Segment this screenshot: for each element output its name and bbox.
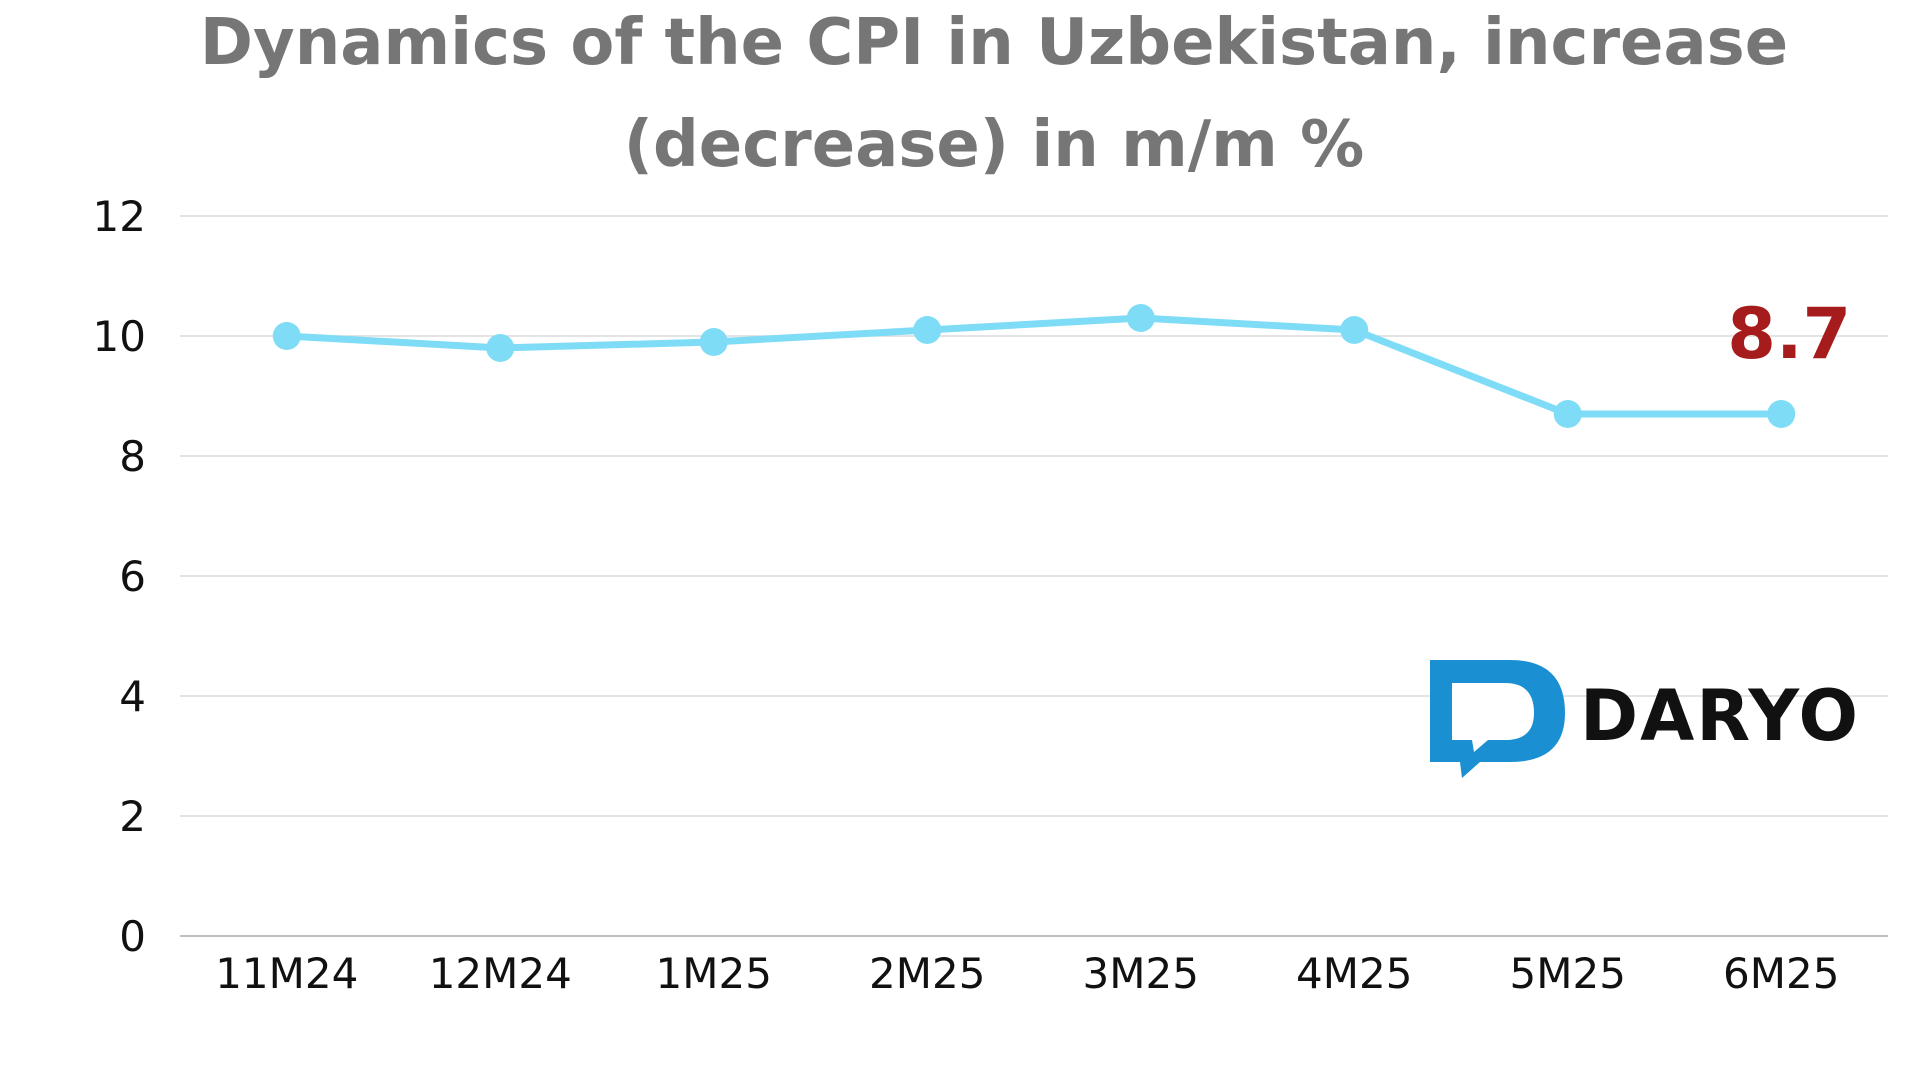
daryo-speech-bubble-icon bbox=[1430, 660, 1565, 778]
y-tick-label: 0 bbox=[119, 912, 146, 961]
x-tick-label: 11M24 bbox=[215, 949, 358, 998]
x-tick-label: 12M24 bbox=[429, 949, 572, 998]
y-tick-label: 12 bbox=[93, 192, 146, 241]
x-tick-label: 5M25 bbox=[1510, 949, 1626, 998]
daryo-logo-text: DARYO bbox=[1580, 675, 1860, 757]
chart-title-line-2: (decrease) in m/m % bbox=[624, 108, 1365, 182]
data-point bbox=[1553, 400, 1582, 428]
data-point bbox=[913, 316, 942, 344]
data-point bbox=[1767, 400, 1796, 428]
x-tick-label: 2M25 bbox=[869, 949, 985, 998]
y-tick-label: 2 bbox=[119, 792, 146, 841]
data-point bbox=[486, 334, 515, 362]
data-point bbox=[699, 328, 728, 356]
x-tick-label: 1M25 bbox=[656, 949, 772, 998]
data-point bbox=[1126, 304, 1155, 332]
data-point bbox=[272, 322, 301, 350]
data-label: 8.7 bbox=[1727, 293, 1851, 375]
x-tick-label: 3M25 bbox=[1083, 949, 1199, 998]
y-axis-tick-labels: 0 2 4 6 8 10 12 bbox=[93, 192, 146, 961]
y-tick-label: 6 bbox=[119, 552, 146, 601]
gridlines bbox=[180, 215, 1888, 937]
x-tick-label: 6M25 bbox=[1723, 949, 1839, 998]
annotations: 8.7 bbox=[1727, 293, 1851, 375]
daryo-logo: DARYO bbox=[1430, 660, 1860, 778]
y-tick-label: 10 bbox=[93, 312, 146, 361]
cpi-series bbox=[272, 304, 1796, 428]
y-tick-label: 4 bbox=[119, 672, 146, 721]
chart-title-line-1: Dynamics of the CPI in Uzbekistan, incre… bbox=[200, 6, 1788, 80]
x-axis-tick-labels: 11M24 12M24 1M25 2M25 3M25 4M25 5M25 6M25 bbox=[215, 949, 1839, 998]
series-line bbox=[283, 314, 1785, 418]
y-tick-label: 8 bbox=[119, 432, 146, 481]
data-point bbox=[1340, 316, 1369, 344]
x-tick-label: 4M25 bbox=[1296, 949, 1412, 998]
